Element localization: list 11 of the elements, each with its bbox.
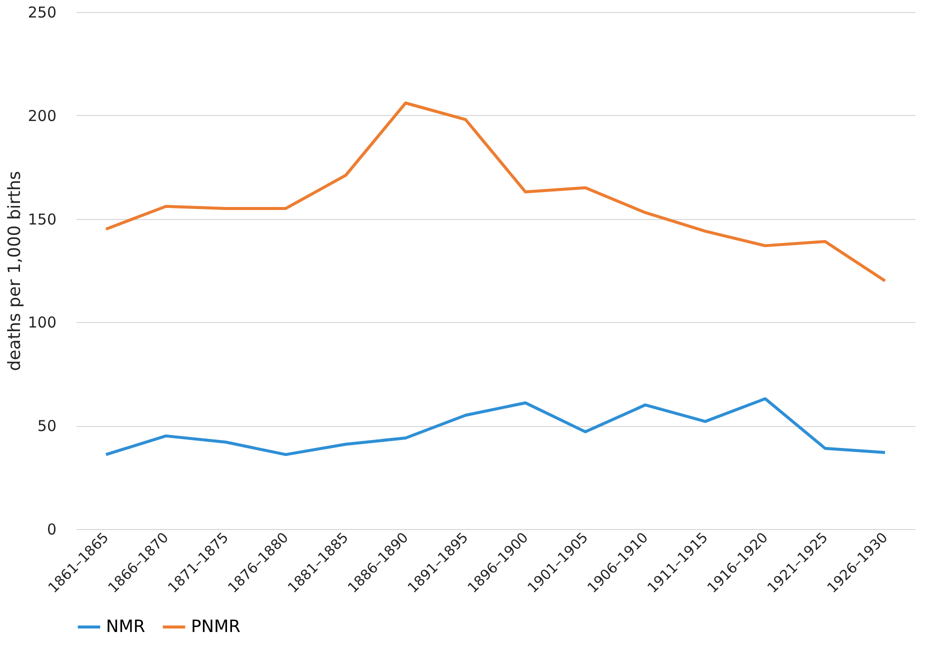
y-tick-label: 250 xyxy=(28,4,56,22)
y-tick-label: 100 xyxy=(28,314,56,332)
y-tick-label: 50 xyxy=(37,417,56,436)
legend-label: NMR xyxy=(106,617,146,637)
y-axis-title: deaths per 1,000 births xyxy=(4,170,25,371)
y-tick-label: 150 xyxy=(28,210,56,228)
line-series xyxy=(104,397,887,456)
y-tick-label: 0 xyxy=(46,520,56,538)
legend-label: PNMR xyxy=(191,617,241,637)
y-tick-label: 200 xyxy=(28,106,56,125)
line-series xyxy=(104,101,887,282)
